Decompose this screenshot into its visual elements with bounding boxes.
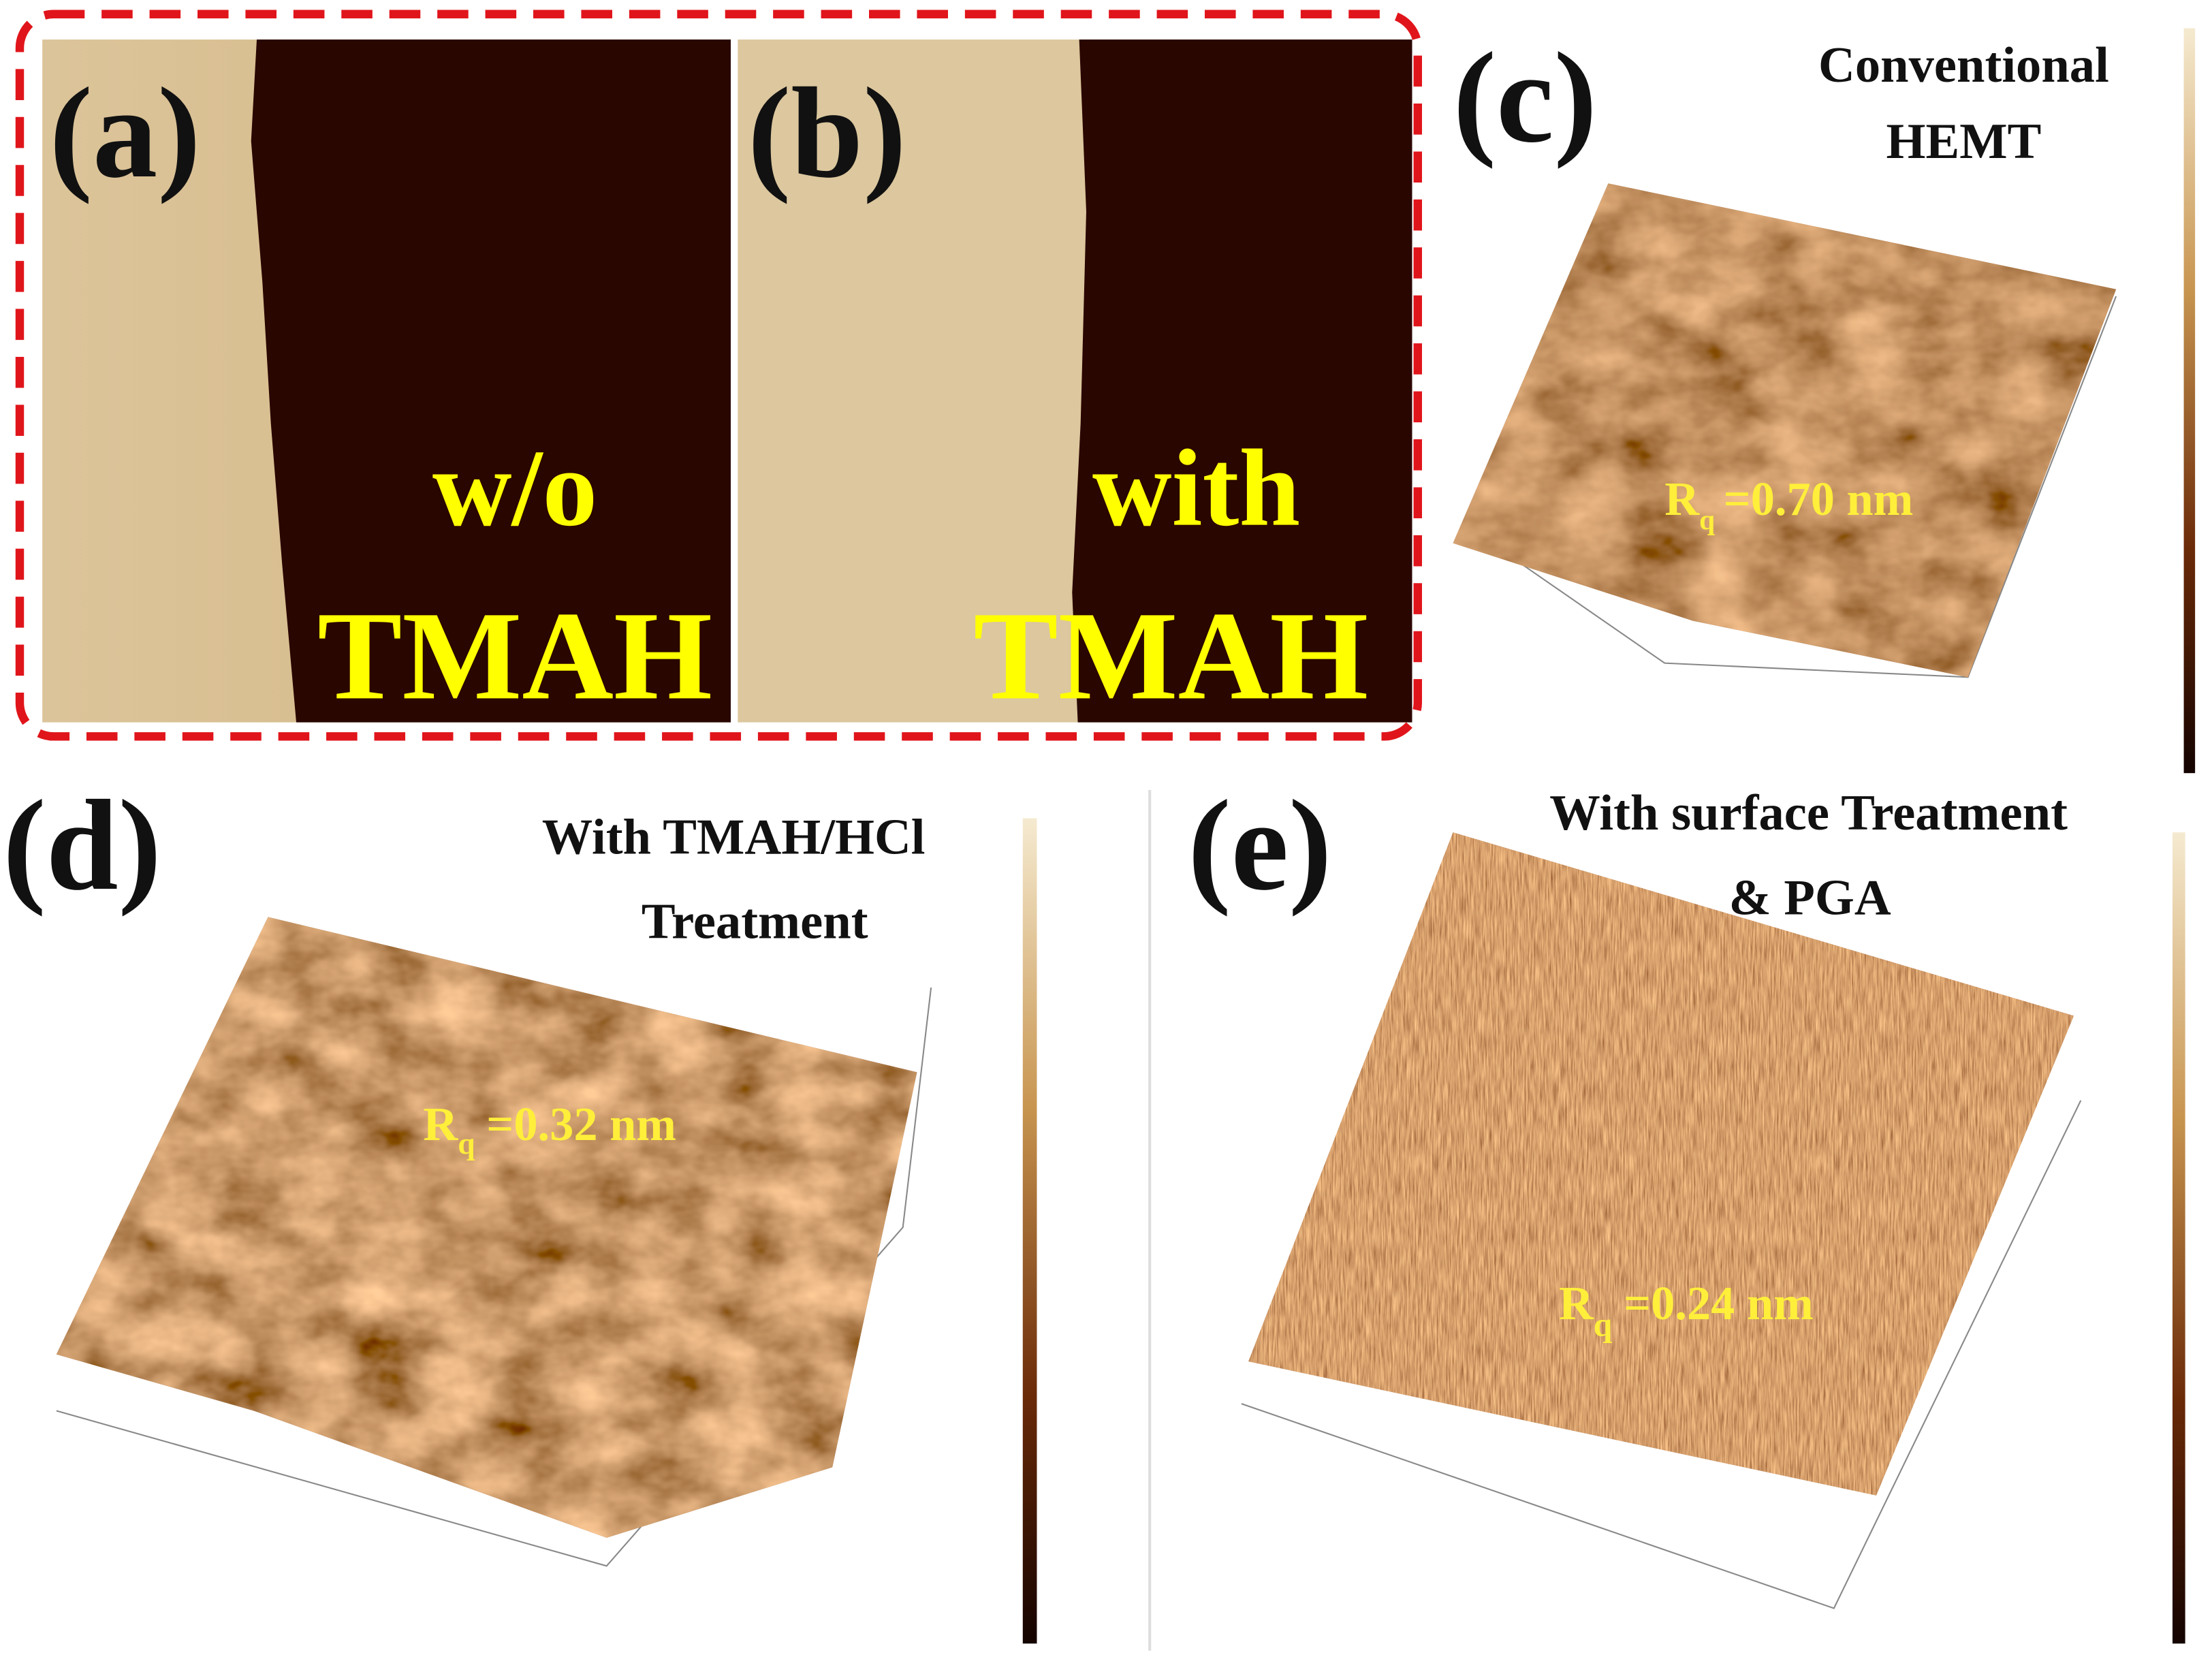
panel-title: & PGA [1729,870,1891,926]
afm-step [1072,40,1412,723]
panel-title: HEMT [1886,114,2042,170]
annotation: TMAH [973,586,1368,726]
afm-step [251,40,731,723]
panel-label: (e) [1188,774,1332,917]
annotation: TMAH [317,586,712,726]
afm-texture [56,917,917,1538]
afm-texture [1248,832,2074,1496]
panel-label: (a) [50,61,201,205]
roughness: Rq =0.32 nm [423,1098,676,1161]
panel-label: (d) [3,774,161,917]
axis-frame [1481,296,2117,678]
annotation: w/o [432,427,597,549]
panel-title: With TMAH/HCl [542,809,926,865]
colorbar [2183,28,2196,774]
axis-frame [1241,1100,2082,1609]
colorbar [1022,818,1037,1644]
afm-texture [1453,183,2117,678]
panel-title: With surface Treatment [1549,785,2068,841]
colorbar [2172,832,2185,1644]
panel-label: (c) [1453,26,1598,170]
roughness: Rq =0.70 nm [1664,473,1913,535]
roughness: Rq =0.24 nm [1559,1277,1814,1344]
annotation: with [1092,427,1300,549]
panel-title: Treatment [642,894,868,950]
highlight-box [15,10,1423,741]
panel-title: Conventional [1818,37,2109,93]
panel-label: (b) [748,61,906,205]
